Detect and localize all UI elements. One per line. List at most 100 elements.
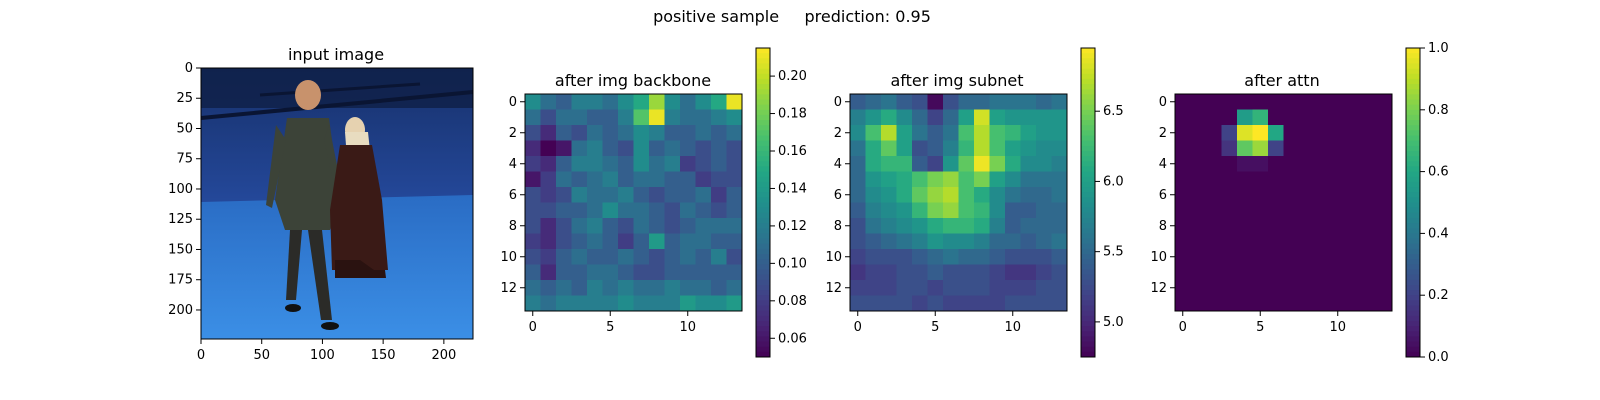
heatmap-cell [1051,140,1068,157]
heatmap-cell [1237,187,1253,203]
heatmap-cell [1036,171,1052,188]
heatmap-cell [865,280,882,296]
colorbar-segment [1406,264,1420,270]
heatmap-cell [726,187,743,203]
heatmap-cell [602,280,619,296]
heatmap-cell [633,202,650,219]
heatmap-cell [1345,233,1362,250]
heatmap-cell [680,280,696,296]
heatmap-cell [989,280,1006,296]
heatmap-cell [912,187,928,203]
heatmap-cell [1314,156,1331,172]
heatmap-cell [865,249,882,265]
colorbar-segment [1081,290,1095,296]
colorbar-segment [1406,274,1420,281]
colorbar-segment [756,228,770,234]
heatmap-cell [633,280,650,296]
heatmap-cell [1206,264,1222,281]
y-tick-label: 0 [509,95,517,110]
heatmap-cell [896,280,913,296]
heatmap-cell [896,109,913,126]
heatmap-cell [1206,125,1222,141]
y-tick-label: 0 [1159,95,1167,110]
heatmap-cell [649,156,665,172]
colorbar-segment [1081,109,1095,116]
heatmap-cell [927,249,944,265]
heatmap-cell [680,249,696,265]
colorbar-tick-label: 6.5 [1103,104,1124,119]
colorbar: 5.0 5.5 6.0 6.5 [1080,47,1124,358]
heatmap-cell [1361,187,1377,203]
heatmap-cell [1190,295,1207,312]
heatmap-cell [618,171,634,188]
colorbar: 0.06 0.08 0.10 0.12 0.14 0.16 0.18 0.20 [755,47,807,358]
heatmap-cell [618,109,634,126]
colorbar-segment [756,94,770,100]
colorbar-tick-label: 0.4 [1428,226,1449,241]
heatmap-cell [602,94,619,110]
heatmap-cell [649,218,665,234]
heatmap-cell [958,171,975,188]
y-tick-label: 6 [509,188,517,203]
heatmap-cell [1376,264,1393,281]
heatmap-cell [850,218,866,234]
colorbar-segment [1406,290,1420,296]
heatmap-cell [1268,233,1284,250]
heatmap-cell [1345,109,1362,126]
heatmap-cell [602,140,619,157]
colorbar-segment [756,264,770,270]
heatmap-cell [618,280,634,296]
heatmap-cell [680,202,696,219]
heatmap-cell [974,94,990,110]
heatmap-cell [1268,94,1284,110]
heatmap-cell [726,171,743,188]
heatmap-cell [1190,264,1207,281]
colorbar-segment [1081,89,1095,95]
colorbar-frame [1405,47,1421,358]
heatmap-cell [850,280,866,296]
y-tick-label: 75 [176,152,193,167]
heatmap-cell [958,233,975,250]
heatmap-cell [1221,109,1238,126]
heatmap-cell [540,280,557,296]
colorbar-segment [1406,94,1420,100]
heatmap-cell [1206,156,1222,172]
heatmap-cell [1299,140,1315,157]
heatmap-cell [1175,125,1191,141]
heatmap-cell [1330,156,1346,172]
heatmap-axes: 0 5 10 0 2 4 6 8 10 12 [1150,93,1393,335]
x-tick-label: 0 [197,348,205,363]
heatmap-cell [896,218,913,234]
heatmap-cell [695,140,712,157]
colorbar-segment [1406,176,1420,183]
heatmap-cell [649,171,665,188]
colorbar-segment [1406,140,1420,147]
heatmap-cell [1175,295,1191,312]
heatmap-cell [1036,295,1052,312]
heatmap-cell [664,156,681,172]
heatmap-cell [943,249,959,265]
heatmap-cell [556,140,572,157]
heatmap-cell [556,249,572,265]
heatmap-cell [680,233,696,250]
heatmap-cell [1005,94,1021,110]
colorbar-segment [756,233,770,240]
colorbar-tick-label: 0.2 [1428,288,1449,303]
heatmap-cell [664,202,681,219]
colorbar-segment [1081,331,1095,337]
heatmap-cell [649,94,665,110]
y-tick-label: 8 [1159,219,1167,234]
colorbar-segment [1081,171,1095,178]
photo-truss [200,90,474,120]
heatmap-cell [633,156,650,172]
heatmap-cell [943,94,959,110]
heatmap-cell [649,295,665,312]
heatmap-cell [540,109,557,126]
heatmap-cell [1020,187,1037,203]
colorbar-segment [756,78,770,85]
heatmap-cell [726,218,743,234]
heatmap-cell [927,202,944,219]
heatmap-cell [587,233,603,250]
y-tick-label: 10 [1150,250,1167,265]
